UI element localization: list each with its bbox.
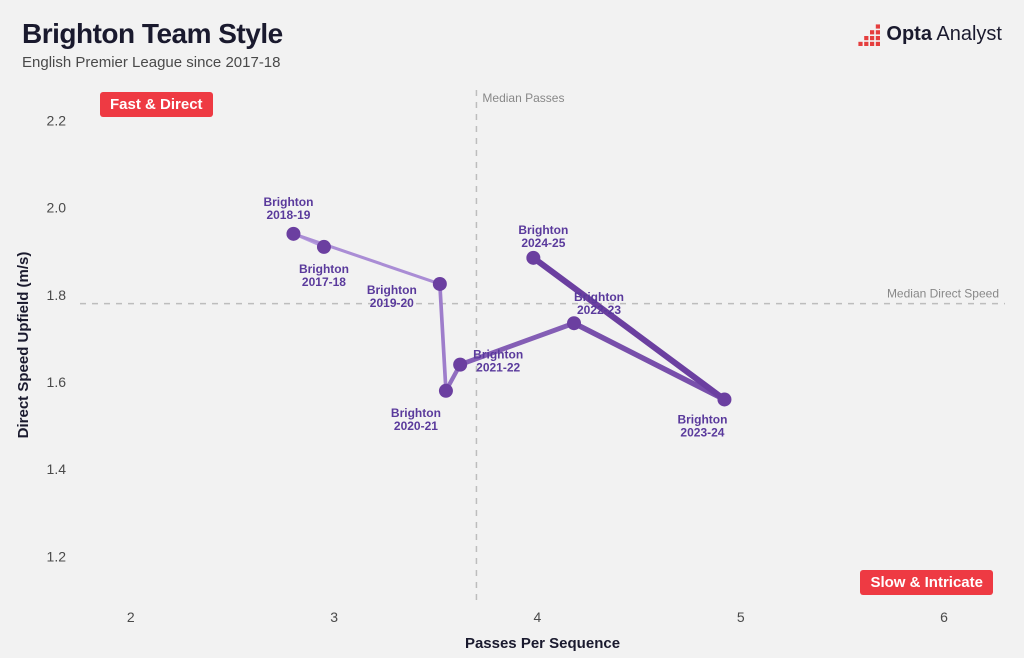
data-point <box>439 384 453 398</box>
x-axis-label: Passes Per Sequence <box>465 635 620 652</box>
quadrant-badge-slow-intricate: Slow & Intricate <box>860 570 993 595</box>
data-point-label: Brighton <box>518 223 568 237</box>
opta-logo-text: Opta Analyst <box>886 23 1002 46</box>
data-point <box>286 227 300 241</box>
svg-text:1.8: 1.8 <box>47 287 67 303</box>
data-point-label: 2024-25 <box>521 236 565 250</box>
data-point <box>453 358 467 372</box>
data-point <box>433 277 447 291</box>
svg-text:3: 3 <box>330 609 338 625</box>
data-point-label: Brighton <box>677 412 727 426</box>
data-point-label: Brighton <box>367 283 417 297</box>
data-point-label: 2023-24 <box>680 425 724 439</box>
chart-subtitle: English Premier League since 2017-18 <box>22 54 283 71</box>
chart-root: Brighton Team Style English Premier Leag… <box>0 0 1024 658</box>
data-point-label: 2020-21 <box>394 419 438 433</box>
data-point-label: Brighton <box>391 406 441 420</box>
svg-text:1.6: 1.6 <box>47 374 67 390</box>
data-point-label: Brighton <box>574 290 624 304</box>
data-point <box>717 392 731 406</box>
chart-title: Brighton Team Style <box>22 18 283 50</box>
svg-text:1.2: 1.2 <box>47 548 67 564</box>
chart-header: Brighton Team Style English Premier Leag… <box>22 18 283 71</box>
data-point <box>317 240 331 254</box>
svg-text:1.4: 1.4 <box>47 461 67 477</box>
svg-text:4: 4 <box>534 609 542 625</box>
svg-text:6: 6 <box>940 609 948 625</box>
median-passes-label: Median Passes <box>482 91 564 105</box>
data-point-label: Brighton <box>263 195 313 209</box>
data-point-label: 2022-23 <box>577 303 621 317</box>
opta-logo-icon <box>852 22 880 46</box>
svg-text:2.0: 2.0 <box>47 200 67 216</box>
data-point-label: Brighton <box>473 348 523 362</box>
data-point <box>526 251 540 265</box>
y-axis-label: Direct Speed Upfield (m/s) <box>15 252 32 439</box>
median-speed-label: Median Direct Speed <box>887 287 999 301</box>
data-point-label: Brighton <box>299 262 349 276</box>
data-point-label: 2019-20 <box>370 296 414 310</box>
data-point-label: 2017-18 <box>302 275 346 289</box>
quadrant-badge-fast-direct: Fast & Direct <box>100 92 213 117</box>
opta-logo: Opta Analyst <box>852 22 1002 46</box>
svg-text:2: 2 <box>127 609 135 625</box>
svg-text:5: 5 <box>737 609 745 625</box>
data-point <box>567 316 581 330</box>
data-point-label: 2021-22 <box>476 361 520 375</box>
svg-text:2.2: 2.2 <box>47 113 67 129</box>
data-point-label: 2018-19 <box>266 208 310 222</box>
